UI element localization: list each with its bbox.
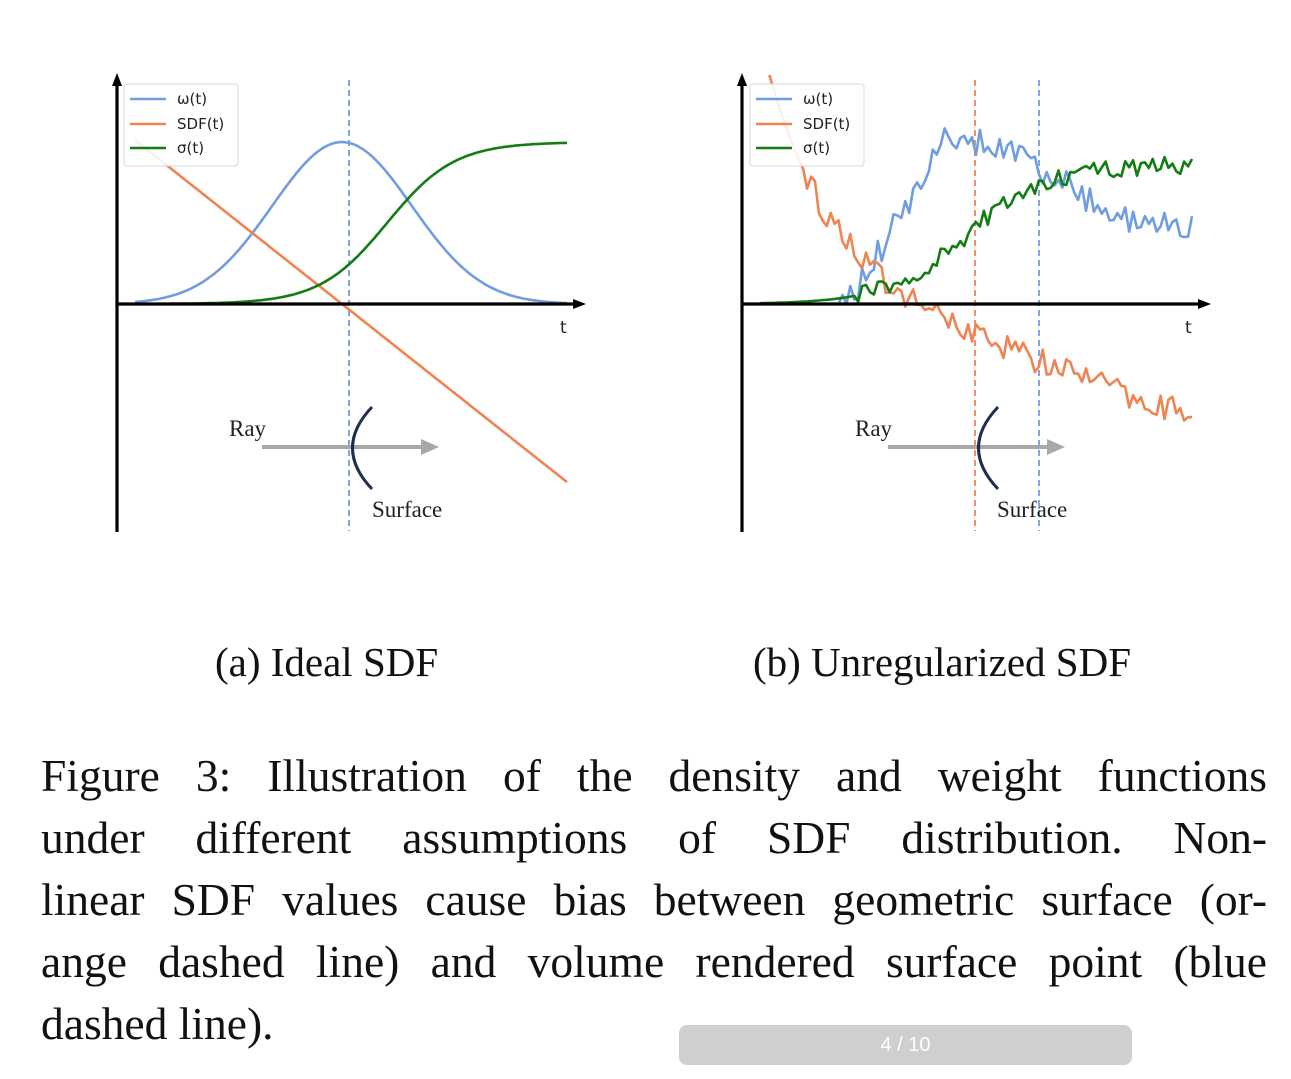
ray-arrowhead — [421, 439, 439, 455]
caption-line: dashed line). — [41, 998, 274, 1049]
caption-line: Figure 3: Illustration of the density an… — [41, 750, 1267, 801]
legend-box — [123, 83, 239, 167]
x-axis-arrow — [1198, 299, 1211, 309]
page-indicator[interactable]: 4 / 10 — [679, 1025, 1132, 1065]
legend-box — [749, 83, 865, 167]
subcaption-b: (b) Unregularized SDF — [753, 639, 1132, 685]
surface-label: Surface — [997, 497, 1067, 522]
x-axis-label: t — [560, 318, 567, 338]
legend-label-omega: ω(t) — [803, 90, 833, 108]
caption-line: under different assumptions of SDF distr… — [41, 812, 1267, 863]
legend: ω(t) SDF(t) σ(t) — [749, 83, 865, 167]
y-axis-arrow — [112, 73, 122, 86]
sigma-curve-noisy — [759, 155, 1194, 305]
panel-b: t ω(t) SDF(t) σ(t) Ray Surface — [737, 73, 1211, 532]
legend-label-sigma: σ(t) — [177, 139, 204, 157]
panel-a: t ω(t) SDF(t) σ(t) Ray Surface — [112, 73, 586, 532]
y-axis-arrow — [737, 73, 747, 86]
surface-label: Surface — [372, 497, 442, 522]
legend-label-sdf: SDF(t) — [803, 115, 850, 133]
subcaption-a: (a) Ideal SDF — [215, 639, 439, 685]
x-axis-arrow — [573, 299, 586, 309]
surface-bracket — [977, 405, 1000, 491]
caption-line: linear SDF values cause bias between geo… — [41, 874, 1267, 925]
legend-label-sdf: SDF(t) — [177, 115, 224, 133]
ray-arrowhead — [1047, 439, 1065, 455]
sigma-curve — [135, 141, 567, 306]
legend-label-omega: ω(t) — [177, 90, 207, 108]
x-axis-label: t — [1185, 318, 1192, 338]
sdf-curve — [134, 139, 568, 484]
legend: ω(t) SDF(t) σ(t) — [123, 83, 239, 167]
omega-curve — [134, 140, 568, 305]
ray-label: Ray — [855, 416, 893, 441]
figure-3-plots: t ω(t) SDF(t) σ(t) Ray Surface t — [112, 73, 1211, 532]
sdf-curve-noisy — [768, 75, 1193, 422]
figure-caption: Figure 3: Illustration of the density an… — [41, 745, 1267, 1055]
caption-line: ange dashed line) and volume rendered su… — [41, 936, 1267, 987]
ray-label: Ray — [229, 416, 267, 441]
legend-label-sigma: σ(t) — [803, 139, 830, 157]
surface-bracket — [351, 405, 374, 491]
